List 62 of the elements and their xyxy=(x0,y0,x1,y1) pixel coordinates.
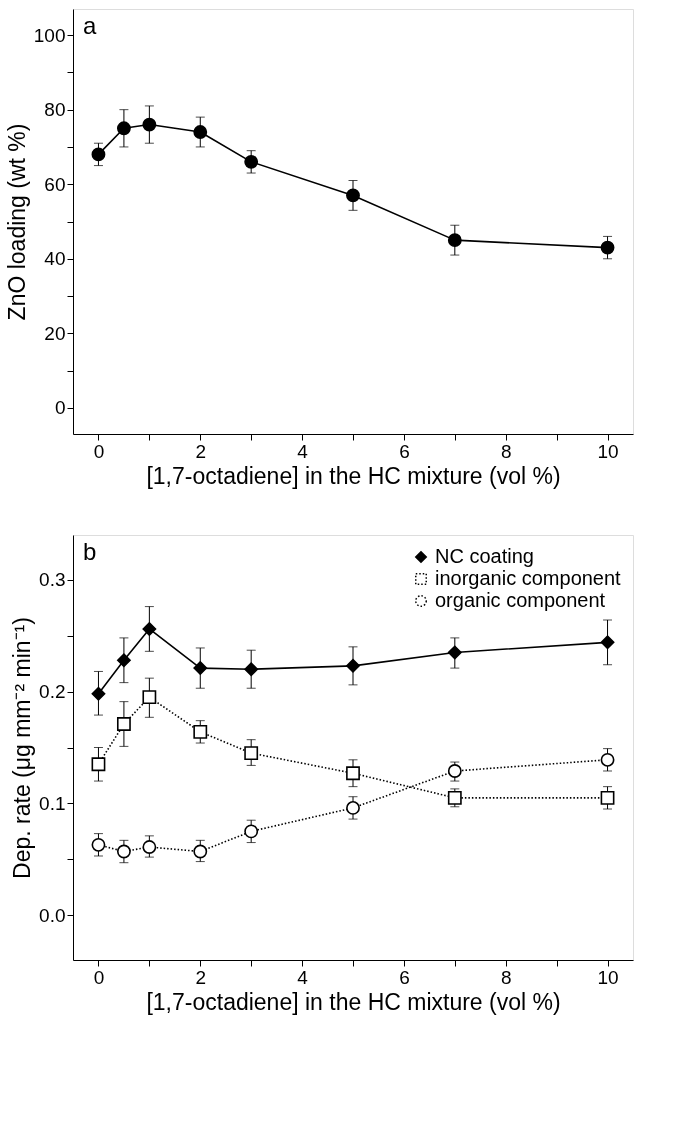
x-axis-title: [1,7-octadiene] in the HC mixture (vol %) xyxy=(146,988,561,1015)
point xyxy=(447,764,462,778)
point xyxy=(116,121,131,136)
point xyxy=(193,724,208,739)
y-tick-label: 20 xyxy=(44,322,66,344)
y-axis-title: Dep. rate (μg mm⁻² min⁻¹) xyxy=(9,617,36,879)
legend-label: inorganic component xyxy=(435,567,622,589)
x-tick-label: 10 xyxy=(597,966,619,988)
point xyxy=(244,154,259,169)
point xyxy=(600,240,615,255)
point xyxy=(244,824,259,839)
x-tick-label: 8 xyxy=(500,440,512,462)
point xyxy=(600,752,615,767)
point xyxy=(346,658,360,673)
point xyxy=(600,790,615,805)
point xyxy=(346,188,360,203)
y-tick-label: 0.1 xyxy=(39,792,66,814)
point xyxy=(91,757,106,772)
x-tick-label: 2 xyxy=(195,966,207,988)
legend-label: organic component xyxy=(435,589,606,611)
y-tick-label: 0.3 xyxy=(39,569,66,591)
x-tick-label: 2 xyxy=(195,440,207,462)
x-axis-title: [1,7-octadiene] in the HC mixture (vol %) xyxy=(146,462,561,489)
point xyxy=(244,746,259,761)
x-tick-label: 6 xyxy=(399,440,410,462)
point xyxy=(244,662,259,677)
x-tick-label: 8 xyxy=(500,966,512,988)
annotation: a xyxy=(83,12,97,39)
x-tick-label: 10 xyxy=(597,440,619,462)
point xyxy=(193,125,208,139)
point xyxy=(193,844,208,859)
x-tick-label: 0 xyxy=(93,440,105,462)
point xyxy=(91,837,106,852)
y-tick-label: 0 xyxy=(54,397,66,419)
point xyxy=(447,233,462,248)
point xyxy=(346,800,360,815)
point xyxy=(142,622,157,636)
y-tick-label: 100 xyxy=(33,24,66,46)
point xyxy=(116,653,131,668)
point xyxy=(447,645,462,660)
point xyxy=(116,717,131,731)
y-axis-title: ZnO loading (wt %) xyxy=(3,123,30,321)
point xyxy=(91,686,106,701)
point xyxy=(142,840,157,854)
x-tick-label: 0 xyxy=(93,966,105,988)
y-tick-label: 0.0 xyxy=(39,904,66,926)
point xyxy=(91,147,106,162)
point xyxy=(142,117,157,132)
y-tick-label: 40 xyxy=(44,248,66,270)
point xyxy=(193,661,208,676)
point xyxy=(142,690,157,705)
x-tick-label: 6 xyxy=(399,966,410,988)
x-tick-label: 4 xyxy=(297,966,309,988)
legend-label: NC coating xyxy=(435,545,534,567)
point xyxy=(600,635,615,650)
y-tick-label: 0.2 xyxy=(39,681,66,703)
y-tick-label: 80 xyxy=(44,99,66,121)
point xyxy=(346,766,360,781)
y-tick-label: 60 xyxy=(44,173,66,195)
x-tick-label: 4 xyxy=(297,440,309,462)
annotation: b xyxy=(83,538,97,565)
point xyxy=(116,844,131,859)
